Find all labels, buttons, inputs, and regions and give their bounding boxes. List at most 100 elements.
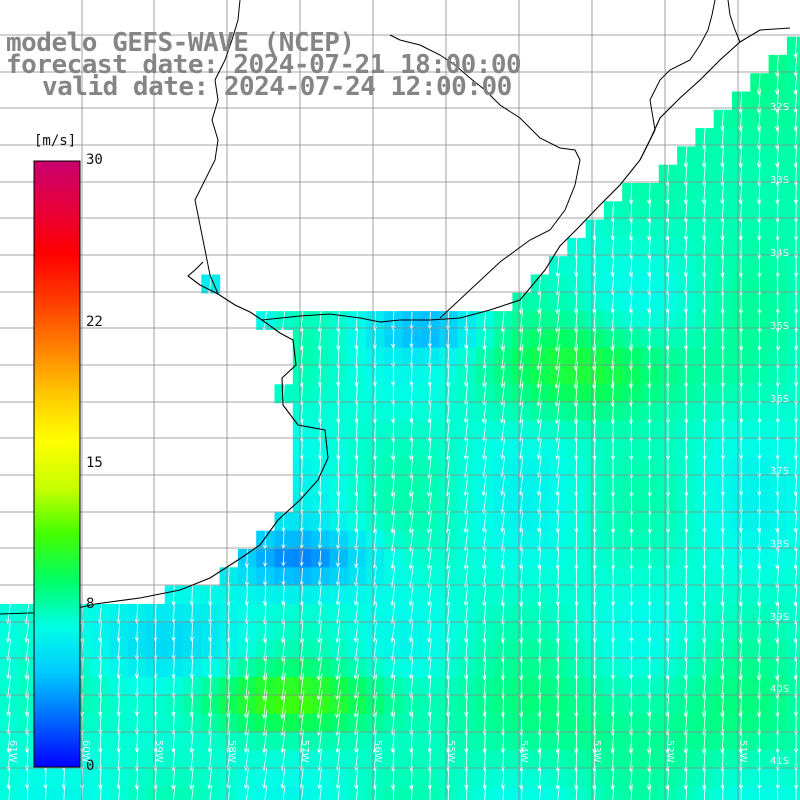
wind-arrow (481, 511, 487, 533)
wind-cell (786, 164, 800, 184)
longitude-label: 59W (153, 740, 164, 763)
wind-arrow (336, 511, 341, 533)
wind-cell (786, 329, 800, 349)
wind-arrow (372, 328, 377, 350)
wind-arrow (574, 474, 579, 497)
wind-arrow (500, 511, 505, 533)
wind-arrow (482, 345, 487, 370)
longitude-label: 54W (518, 740, 529, 763)
wind-arrow (518, 290, 523, 315)
wind-cell (786, 549, 800, 568)
wind-arrow (408, 473, 414, 498)
wind-arrow (536, 400, 542, 424)
wind-arrow (793, 437, 798, 460)
wind-arrow (775, 180, 780, 205)
wind-cell (786, 768, 800, 788)
wind-arrow (482, 363, 487, 388)
wind-arrow (555, 290, 560, 315)
wind-arrow (445, 329, 451, 349)
latitude-label: 40S (770, 684, 790, 695)
wind-arrow (592, 437, 597, 461)
wind-cell (786, 713, 800, 733)
wind-arrow (555, 492, 560, 515)
longitude-label: 52W (664, 740, 675, 763)
wind-cell (786, 750, 800, 770)
wind-arrow (354, 510, 359, 534)
wind-arrow (683, 309, 689, 333)
wind-arrow (629, 400, 634, 425)
wind-cell (786, 732, 800, 751)
wind-arrow (739, 363, 744, 388)
wind-arrow (426, 510, 432, 534)
wind-arrow (775, 474, 780, 497)
wind-arrow (336, 400, 341, 424)
wind-cell (786, 311, 800, 330)
wind-arrow (518, 474, 524, 496)
latitude-label: 39S (770, 612, 790, 623)
wind-speed-cells (0, 34, 800, 800)
wind-arrow (555, 474, 560, 497)
wind-arrow (537, 511, 542, 533)
wind-cell (786, 439, 800, 459)
wind-cell (786, 347, 800, 367)
wind-arrow (720, 400, 726, 424)
latitude-label: 37S (770, 466, 790, 477)
wind-cell (786, 36, 800, 56)
wind-arrow (482, 327, 487, 351)
wind-arrow (463, 364, 469, 388)
valid-date: valid date: 2024-07-24 12:00:00 (42, 72, 512, 102)
wind-cell (786, 237, 800, 257)
wind-arrow (500, 400, 506, 424)
wind-cell (786, 219, 800, 239)
wind-cell (786, 786, 800, 800)
wind-arrow (536, 362, 542, 389)
wind-arrow (554, 400, 561, 425)
wind-arrow (554, 343, 561, 371)
wind-cell (786, 183, 800, 202)
wind-cell (786, 457, 800, 477)
wind-arrow (317, 474, 323, 497)
wind-arrow (647, 362, 652, 389)
wind-arrow (409, 437, 414, 461)
wind-arrow (427, 473, 432, 497)
wind-arrow (427, 330, 432, 348)
wind-arrow (299, 474, 304, 497)
wind-cell (786, 201, 800, 221)
wind-arrow (757, 363, 762, 388)
wind-arrow (555, 437, 560, 460)
wind-cell (786, 622, 800, 642)
longitude-label: 55W (445, 740, 456, 763)
wind-arrow (481, 400, 487, 424)
wind-cell (786, 146, 800, 166)
wind-arrow (427, 437, 432, 461)
wind-arrow (793, 180, 798, 205)
wind-arrow (409, 329, 414, 349)
longitude-label: 60W (80, 740, 91, 763)
colorbar (33, 160, 81, 768)
wind-arrow (702, 290, 707, 315)
wind-cell (786, 292, 800, 312)
wind-arrow (518, 511, 524, 533)
wind-arrow (463, 510, 469, 534)
wind-arrow (500, 326, 505, 352)
wind-arrow (536, 474, 542, 497)
wind-arrow (317, 511, 322, 533)
wind-cell (786, 695, 800, 715)
wind-arrow (500, 474, 505, 496)
wind-cell (786, 640, 800, 660)
wind-arrow (757, 474, 762, 497)
wind-arrow (463, 437, 469, 460)
wind-arrow (518, 493, 524, 515)
latitude-label: 41S (770, 756, 790, 767)
wind-cell (786, 658, 800, 678)
wind-arrow (446, 311, 451, 331)
wind-arrow (390, 510, 396, 534)
longitude-label: 57W (299, 740, 310, 763)
wind-cell (786, 384, 800, 404)
wind-arrow (775, 492, 780, 515)
wind-arrow (554, 326, 561, 352)
wind-arrow (555, 254, 560, 278)
wind-arrow (793, 162, 798, 187)
wind-arrow (481, 474, 487, 497)
